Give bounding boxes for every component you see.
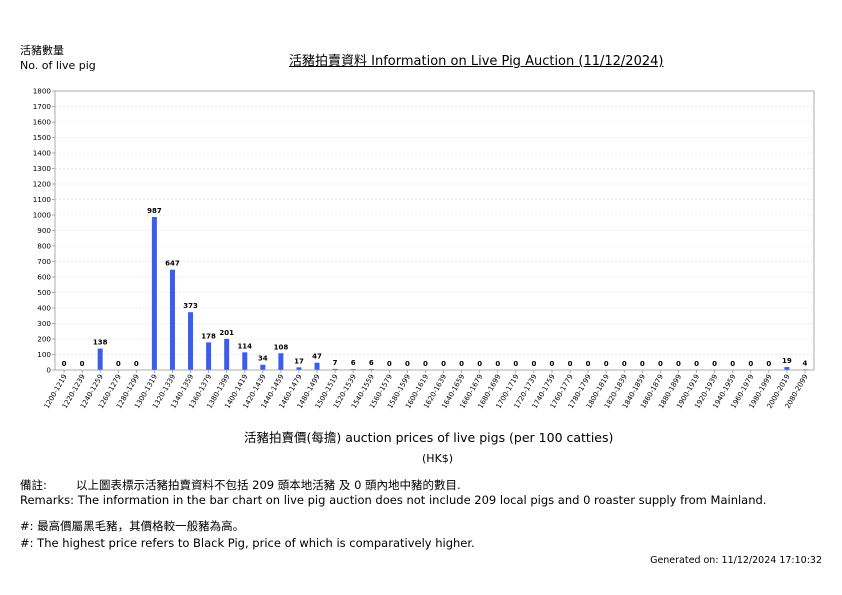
data-label: 201 [219, 329, 234, 337]
bars [97, 217, 808, 370]
y-tick-label: 1700 [33, 102, 52, 111]
data-label: 0 [586, 360, 591, 368]
y-tick-label: 400 [37, 304, 51, 313]
data-label: 0 [640, 360, 645, 368]
y-tick-label: 1600 [33, 118, 52, 127]
data-label: 0 [568, 360, 573, 368]
bar [314, 362, 320, 370]
data-label: 373 [183, 302, 198, 310]
data-label: 0 [134, 360, 139, 368]
data-label: 0 [550, 360, 555, 368]
data-label: 0 [712, 360, 717, 368]
bar [151, 217, 157, 370]
data-label: 7 [333, 359, 338, 367]
data-label: 0 [477, 360, 482, 368]
bar [188, 312, 194, 370]
y-tick-label: 1100 [33, 195, 52, 204]
bar [368, 369, 374, 370]
data-label: 0 [80, 360, 85, 368]
data-label: 114 [237, 342, 252, 350]
data-label: 0 [766, 360, 771, 368]
data-label: 138 [93, 339, 108, 347]
data-label: 0 [405, 360, 410, 368]
y-axis-ticks: 0 100 200 300 400 500 600 700 800 900 1000 1100 1200… [33, 87, 55, 375]
bar [296, 367, 302, 370]
y-tick-label: 900 [37, 226, 51, 235]
data-label: 17 [294, 357, 304, 365]
chart-title: 活豬拍賣資料 Information on Live Pig Auction (… [289, 54, 664, 69]
y-axis-title-english: No. of live pig [20, 59, 96, 72]
bar [169, 269, 175, 370]
x-axis-ticks: 1200-12191220-12391240-12591260-12791280… [43, 370, 810, 410]
currency-unit: (HK$) [422, 452, 454, 465]
y-tick-label: 1300 [33, 164, 52, 173]
y-tick-label: 800 [37, 242, 51, 251]
bar [332, 368, 338, 370]
y-tick-label: 700 [37, 257, 51, 266]
y-tick-label: 0 [46, 366, 51, 375]
y-tick-label: 100 [37, 350, 51, 359]
data-label: 108 [274, 343, 289, 351]
y-axis-title-chinese: 活豬數量 [20, 44, 64, 57]
data-label: 0 [513, 360, 518, 368]
data-label: 0 [730, 360, 735, 368]
data-label: 0 [748, 360, 753, 368]
y-tick-label: 1800 [33, 87, 52, 96]
bar [97, 348, 103, 370]
y-tick-label: 300 [37, 319, 51, 328]
y-tick-label: 500 [37, 288, 51, 297]
remarks-english: Remarks: The information in the bar char… [20, 493, 767, 507]
bar [224, 338, 230, 370]
remarks-chinese: 以上圖表標示活豬拍賣資料不包括 209 頭本地活豬 及 0 頭內地中豬的數目. [76, 478, 461, 492]
note-chinese: #: 最高價屬黑毛豬，其價格較一般豬為高。 [20, 519, 245, 533]
bar [260, 364, 266, 370]
data-label: 6 [369, 359, 374, 367]
data-label: 34 [258, 355, 268, 363]
data-label: 0 [116, 360, 121, 368]
data-label: 6 [351, 359, 356, 367]
data-label: 47 [312, 353, 322, 361]
bar [350, 369, 356, 370]
data-label: 0 [387, 360, 392, 368]
x-axis-title: 活豬拍賣價(每擔) auction prices of live pigs (p… [244, 430, 614, 445]
bar [242, 352, 248, 370]
y-tick-label: 1200 [33, 180, 52, 189]
y-tick-label: 200 [37, 335, 51, 344]
generated-timestamp: Generated on: 11/12/2024 17:10:32 [650, 555, 822, 566]
data-label: 647 [165, 260, 180, 268]
bar [206, 342, 212, 370]
bar [278, 353, 284, 370]
data-label: 0 [441, 360, 446, 368]
data-label: 0 [676, 360, 681, 368]
data-label: 19 [782, 357, 792, 365]
data-label: 4 [803, 359, 808, 367]
bar-chart: 0100200300400500600700800900100011001200… [33, 87, 815, 410]
data-label: 0 [459, 360, 464, 368]
bar [784, 367, 790, 370]
remarks-label-chinese: 備註: [20, 478, 47, 492]
data-label: 0 [423, 360, 428, 368]
y-tick-label: 600 [37, 273, 51, 282]
data-label: 0 [694, 360, 699, 368]
y-tick-label: 1000 [33, 211, 52, 220]
data-label: 0 [604, 360, 609, 368]
data-label: 0 [495, 360, 500, 368]
data-label: 0 [531, 360, 536, 368]
data-label: 987 [147, 207, 162, 215]
plot-frame [54, 90, 815, 371]
data-label: 0 [622, 360, 627, 368]
data-label: 178 [201, 332, 216, 340]
y-tick-label: 1400 [33, 149, 52, 158]
y-tick-label: 1500 [33, 133, 52, 142]
data-label: 0 [62, 360, 67, 368]
note-english: #: The highest price refers to Black Pig… [20, 536, 475, 550]
gridlines [55, 106, 814, 355]
data-label: 0 [658, 360, 663, 368]
